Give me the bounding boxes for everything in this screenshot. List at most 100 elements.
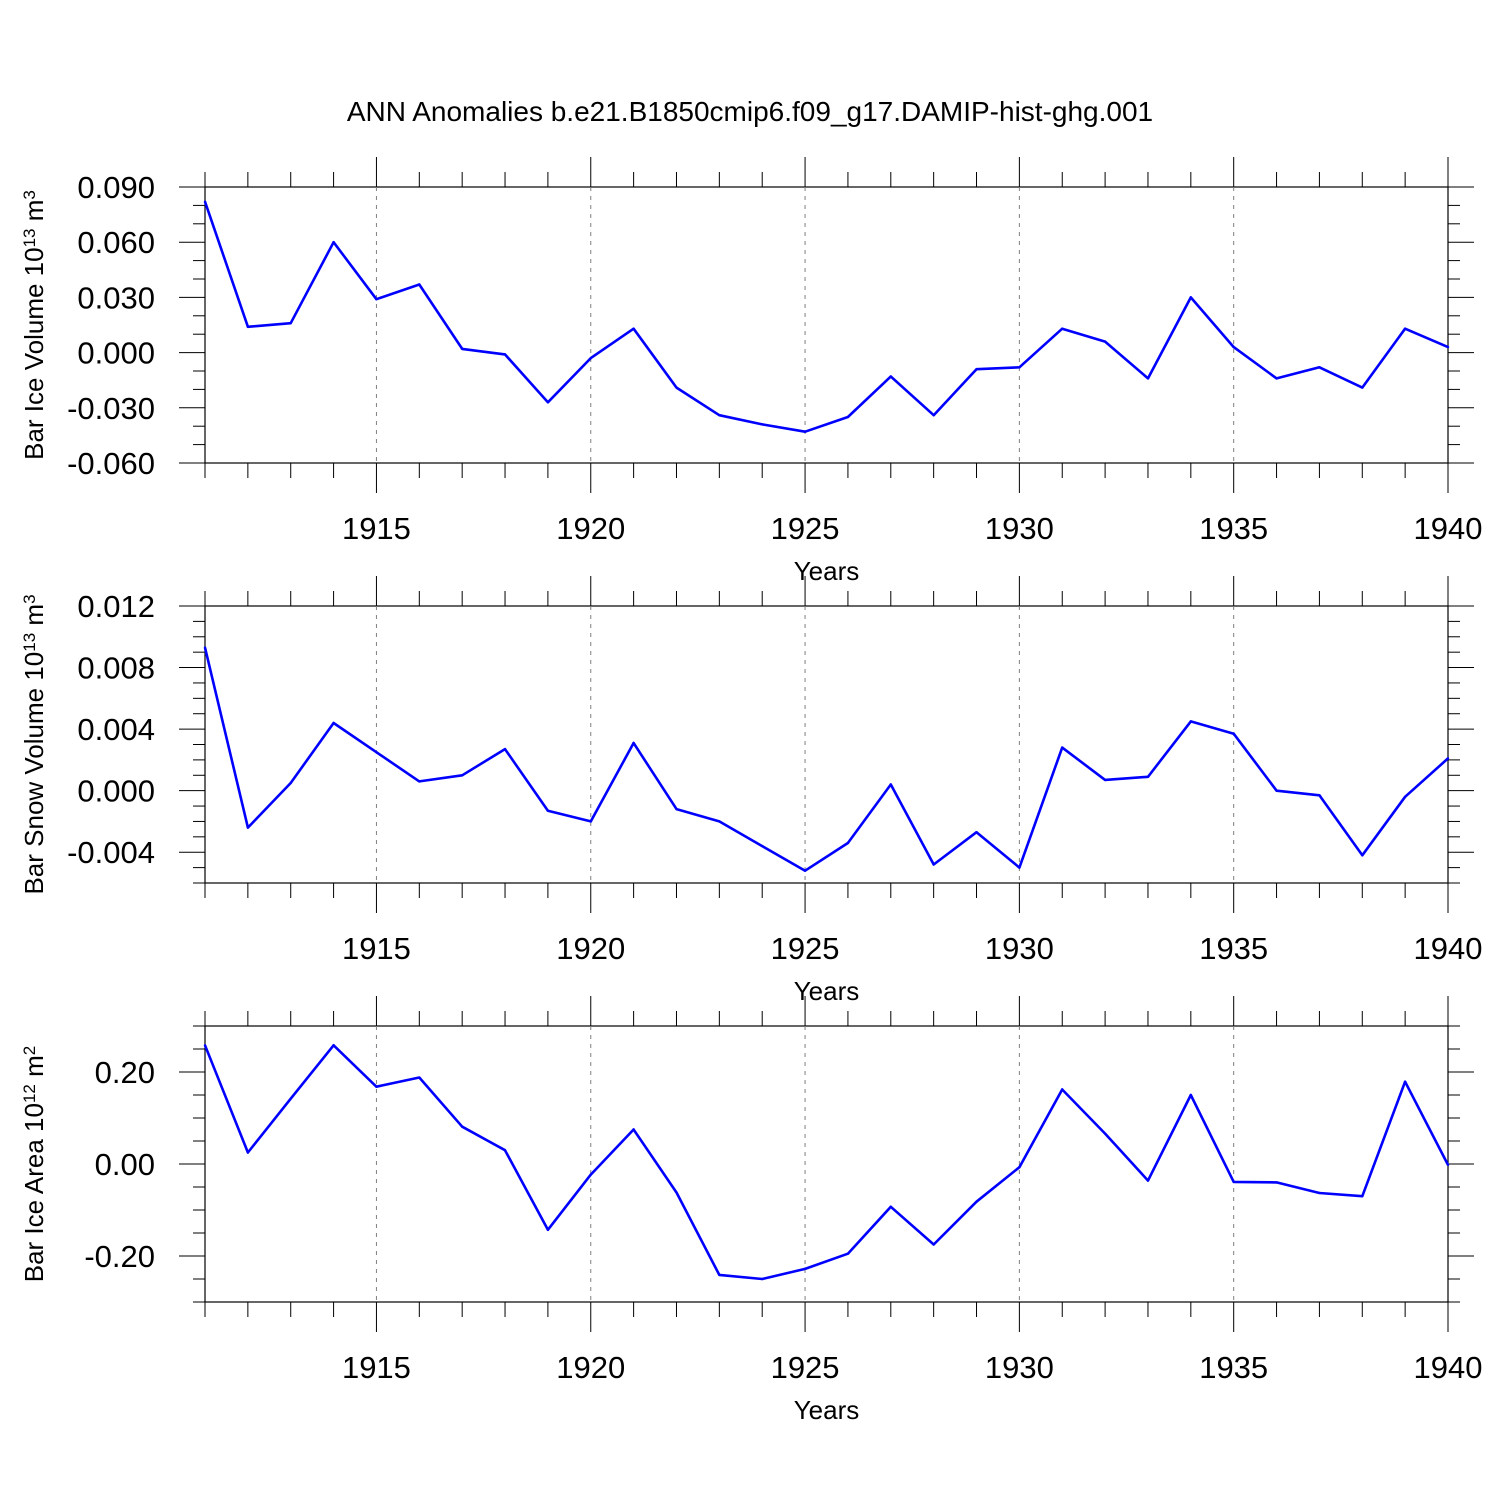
data-point — [546, 809, 550, 812]
data-point — [332, 721, 335, 725]
data-point — [1189, 1093, 1193, 1097]
data-point — [503, 747, 507, 751]
data-point — [889, 375, 892, 378]
data-point — [932, 863, 935, 866]
y-tick-label: 0.000 — [77, 336, 155, 371]
data-point — [375, 1085, 378, 1088]
y-axis-label: Bar Snow Volume 1013 m3 — [19, 594, 49, 894]
y-tick-label: -0.060 — [67, 446, 155, 481]
data-point — [1232, 345, 1235, 349]
data-point — [246, 325, 250, 329]
data-point — [975, 1200, 978, 1203]
chart-panel-3: -0.20 0.00 0.20 1915 1920 1925 1930 1935 1940 Yea… — [19, 996, 1482, 1425]
x-axis-label: Years — [794, 556, 860, 586]
data-point — [803, 1267, 807, 1271]
data-point — [1361, 1195, 1364, 1198]
data-point — [632, 1128, 635, 1131]
y-tick-label: 0.012 — [77, 589, 155, 624]
data-point — [1189, 720, 1193, 723]
x-tick-label: 1925 — [771, 1350, 840, 1385]
data-point — [289, 781, 292, 785]
data-point — [418, 780, 421, 783]
data-point — [1103, 340, 1107, 343]
y-axis-label-part-0: Bar Ice Area 10 — [19, 1103, 49, 1282]
data-point — [632, 327, 635, 330]
y-axis-label-part-1: 12 — [20, 1084, 39, 1103]
data-point — [846, 415, 850, 419]
x-tick-label: 1935 — [1199, 1350, 1268, 1385]
y-axis-label-part-3: 2 — [20, 1046, 39, 1055]
x-tick-label: 1920 — [556, 931, 625, 966]
data-point — [718, 413, 721, 417]
y-axis-label-part-0: Bar Snow Volume 10 — [19, 652, 49, 895]
x-tick-label: 1940 — [1414, 1350, 1483, 1385]
y-axis-label: Bar Ice Volume 1013 m3 — [19, 190, 49, 460]
data-point — [460, 774, 464, 777]
data-point — [1275, 377, 1278, 380]
x-tick-label: 1915 — [342, 1350, 411, 1385]
series-line — [203, 201, 1449, 434]
data-point — [1061, 327, 1064, 330]
y-axis-label-part-0: Bar Ice Volume 10 — [19, 247, 49, 459]
data-point — [1146, 1179, 1150, 1182]
x-tick-label: 1925 — [771, 931, 840, 966]
data-point — [1018, 866, 1021, 869]
data-point — [1361, 854, 1364, 857]
data-point — [1146, 775, 1150, 779]
y-axis-label-part-3: 3 — [20, 594, 39, 603]
x-axis-label: Years — [794, 976, 860, 1006]
data-point — [1446, 345, 1450, 349]
data-point — [589, 1173, 592, 1176]
data-point — [632, 741, 635, 745]
data-point — [675, 386, 678, 389]
x-tick-label: 1930 — [985, 511, 1054, 546]
data-point — [1018, 366, 1021, 369]
chart-panel-1: -0.060 -0.030 0.000 0.030 0.060 0.090 1915 1920… — [19, 157, 1482, 586]
data-point — [846, 841, 850, 845]
data-point — [1232, 732, 1235, 735]
data-point — [503, 353, 507, 356]
y-axis-label: Bar Ice Area 1012 m2 — [19, 1046, 49, 1283]
x-tick-label: 1935 — [1199, 931, 1268, 966]
plot-frame — [204, 605, 1449, 884]
data-point — [1103, 778, 1107, 782]
x-tick-label: 1925 — [771, 511, 840, 546]
data-point — [1061, 746, 1064, 749]
data-point — [1403, 1080, 1407, 1083]
data-point — [1018, 1166, 1021, 1169]
data-point — [203, 1044, 207, 1047]
data-point — [546, 401, 550, 404]
series-line — [203, 647, 1449, 873]
data-point — [460, 347, 464, 351]
x-axis-label: Years — [794, 1395, 860, 1425]
data-point — [1318, 366, 1321, 369]
y-axis-label-part-1: 13 — [20, 633, 39, 652]
data-point — [418, 1076, 421, 1079]
chart-panel-2: -0.004 0.000 0.004 0.008 0.012 1915 1920 1925 19… — [19, 576, 1482, 1006]
data-point — [1103, 1132, 1107, 1135]
y-tick-label: 0.060 — [77, 225, 155, 260]
y-tick-label: 0.030 — [77, 280, 155, 315]
data-point — [203, 200, 207, 203]
data-point — [589, 820, 592, 823]
data-point — [1061, 1088, 1064, 1091]
y-tick-label: -0.030 — [67, 391, 155, 426]
data-point — [418, 283, 421, 286]
y-axis-label-part-2: m — [19, 604, 49, 633]
data-point — [1275, 789, 1278, 792]
data-point — [889, 1205, 892, 1208]
data-point — [1446, 1163, 1450, 1167]
data-point — [1318, 1191, 1321, 1195]
data-point — [761, 423, 764, 426]
data-point — [546, 1228, 550, 1231]
plot-frame — [204, 186, 1449, 464]
x-tick-label: 1935 — [1199, 511, 1268, 546]
x-tick-label: 1940 — [1414, 511, 1483, 546]
y-tick-label: 0.000 — [77, 774, 155, 809]
data-point — [1403, 795, 1407, 799]
data-point — [975, 367, 978, 371]
data-point — [1232, 1180, 1235, 1184]
data-point — [803, 430, 807, 433]
data-point — [718, 820, 721, 823]
data-point — [889, 783, 892, 786]
